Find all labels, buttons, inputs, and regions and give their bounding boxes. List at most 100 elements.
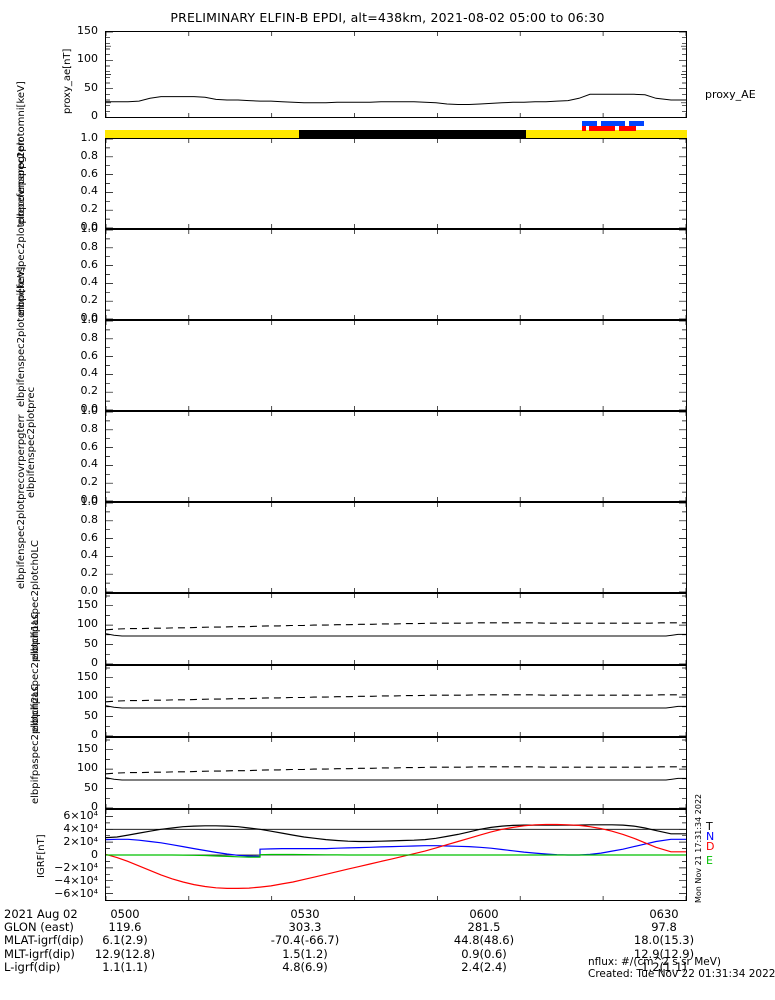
row-cell: 6.1(2.9) <box>102 933 148 948</box>
spec-plot-pef-omni <box>106 139 686 228</box>
panel-igrf <box>105 809 687 901</box>
row-cell: 44.8(48.6) <box>453 933 515 948</box>
ytick-p5-5: 0.2 <box>80 475 99 488</box>
row-key: L-igrf(dip) <box>4 959 61 974</box>
ytick-p2-5: 0.2 <box>80 202 99 215</box>
table-row: 2021 Aug 02 0500 0530 0600 0630 <box>4 907 771 921</box>
ytick-p4-2: 0.8 <box>80 331 99 344</box>
ytick-p4-4: 0.4 <box>80 366 99 379</box>
ylabel-line: ch1LC <box>30 612 41 643</box>
ytick-p2-4: 0.4 <box>80 184 99 197</box>
panel-elb-pif-en-prec <box>105 411 687 502</box>
panel-ch2LC-ylabel: elb pif pa spec2plot ch2LC <box>30 684 41 804</box>
footer-units: nflux: #/(cm^2 s sr MeV) <box>588 956 721 968</box>
ylabel-line: spec2plot <box>16 223 27 273</box>
ytick-igrf-0: 0 <box>91 848 98 861</box>
ytick-ch1LC-100: 100 <box>77 689 98 702</box>
ylabel-line: pa <box>30 763 41 777</box>
ylabel-line: precovrperp <box>16 438 27 500</box>
ch1LC-plot <box>106 666 686 736</box>
footer-created: Created: Tue Nov 22 01:31:34 2022 <box>588 967 775 980</box>
table-row: MLT-igrf(dip) 12.9(12.8) 1.5(1.2) 0.9(0.… <box>4 946 771 961</box>
row-key: MLT-igrf(dip) <box>4 946 75 961</box>
ylabel-line: en <box>16 548 27 562</box>
ylabel-line: pif <box>16 561 27 574</box>
ytick-proxy-ae-0: 0 <box>91 109 98 122</box>
ytick-p3-6: 0.0 <box>80 311 99 324</box>
ytick-p5-1: 1.0 <box>80 404 99 417</box>
row-cell: 0530 <box>290 907 320 921</box>
ch0LC-plot <box>106 594 686 664</box>
page-title: PRELIMINARY ELFIN-B EPDI, alt=438km, 202… <box>170 10 605 25</box>
spec-plot-pif-omni <box>106 321 686 410</box>
corner-date-stamp: Mon Nov 21 17:31:34 2022 <box>694 793 703 903</box>
spec-plot-pef-precovrperp <box>106 230 686 319</box>
status-seg-blue-3 <box>629 121 644 126</box>
ylabel-line: gterr <box>16 137 27 163</box>
proxy-ae-plot <box>106 32 686 117</box>
ytick-p6-4: 0.4 <box>80 548 99 561</box>
status-seg-red-2 <box>589 126 615 131</box>
panel-elb-pif-en-precovrperp-gterr <box>105 502 687 593</box>
status-seg-blue-1 <box>582 121 597 126</box>
table-row: L-igrf(dip) 1.1(1.1) 4.8(6.9) 2.4(2.4) 1… <box>4 959 771 974</box>
panel-elb-pef-en-precovrperp-gterr <box>105 229 687 320</box>
ytick-igrf-p2e4: 2×10⁴ <box>63 835 98 848</box>
ylabel-line: [keV] <box>16 81 27 108</box>
ytick-ch2LC-100: 100 <box>77 761 98 774</box>
ytick-p6-6: 0.0 <box>80 584 99 597</box>
row-cell: 0.9(0.6) <box>461 946 507 961</box>
ylabel-line: [keV] <box>16 266 27 293</box>
ytick-p4-5: 0.2 <box>80 384 99 397</box>
panel-ch2LC <box>105 737 687 809</box>
legend-proxy-ae: proxy_AE <box>705 88 756 101</box>
row-cell: 281.5 <box>467 920 501 935</box>
row-cell: 303.3 <box>288 920 322 935</box>
ytick-p2-2: 0.8 <box>80 149 99 162</box>
row-cell: 12.9(12.8) <box>94 946 156 961</box>
panel-elb-pif-en-precovrperp-gterr-ylabel: elb pif en spec2plot precovrperp gterr <box>16 414 27 589</box>
ytick-p2-3: 0.6 <box>80 167 99 180</box>
row-cell: 2.4(2.4) <box>461 959 507 974</box>
ytick-igrf-p4e4: 4×10⁴ <box>63 822 98 835</box>
ytick-ch1LC-150: 150 <box>77 670 98 683</box>
ytick-p4-1: 1.0 <box>80 313 99 326</box>
panel-elb-pif-en-omni <box>105 320 687 411</box>
ytick-igrf-m2e4: −2×10⁴ <box>54 861 98 874</box>
ylabel-line: spec2plot <box>26 408 37 458</box>
ytick-p6-1: 1.0 <box>80 495 99 508</box>
ylabel-line: omni <box>16 292 27 318</box>
ylabel-line: ch0LC <box>30 540 41 571</box>
igrf-plot <box>106 810 686 900</box>
ylabel-line: omni <box>16 107 27 133</box>
status-bar-black <box>299 130 526 139</box>
legend-igrf-E: E <box>706 854 713 867</box>
row-cell: 18.0(15.3) <box>633 933 695 948</box>
row-cell: 0630 <box>649 907 679 921</box>
ylabel-line: prec <box>26 386 37 409</box>
table-row: MLAT-igrf(dip) 6.1(2.9) -70.4(-66.7) 44.… <box>4 934 771 947</box>
ylabel-line: ch2LC <box>30 684 41 715</box>
ytick-ch0LC-100: 100 <box>77 617 98 630</box>
spec-plot-pif-precovrperp <box>106 503 686 592</box>
status-seg-red-1 <box>582 126 586 131</box>
row-cell: 97.8 <box>651 920 677 935</box>
ylabel-line: gterr <box>16 414 27 439</box>
ylabel-line: elb <box>16 573 27 589</box>
ytick-p2-1: 1.0 <box>80 131 99 144</box>
ytick-ch2LC-0: 0 <box>91 800 98 813</box>
spec-plot-pif-prec <box>106 412 686 501</box>
ytick-p4-3: 0.6 <box>80 349 99 362</box>
ytick-ch0LC-150: 150 <box>77 598 98 611</box>
ylabel-line: en <box>26 457 37 471</box>
ytick-p5-4: 0.4 <box>80 457 99 470</box>
ylabel-line: spec2plot <box>16 499 27 549</box>
ch2LC-plot <box>106 738 686 808</box>
ylabel-line: elb <box>30 788 41 804</box>
bottom-info-table: 2021 Aug 02 0500 0530 0600 0630 GLON (ea… <box>4 907 771 974</box>
ytick-p6-5: 0.2 <box>80 566 99 579</box>
ytick-proxy-ae-150: 150 <box>77 24 98 37</box>
ytick-p2-6: 0.0 <box>80 220 99 233</box>
row-cell: 119.6 <box>108 920 142 935</box>
